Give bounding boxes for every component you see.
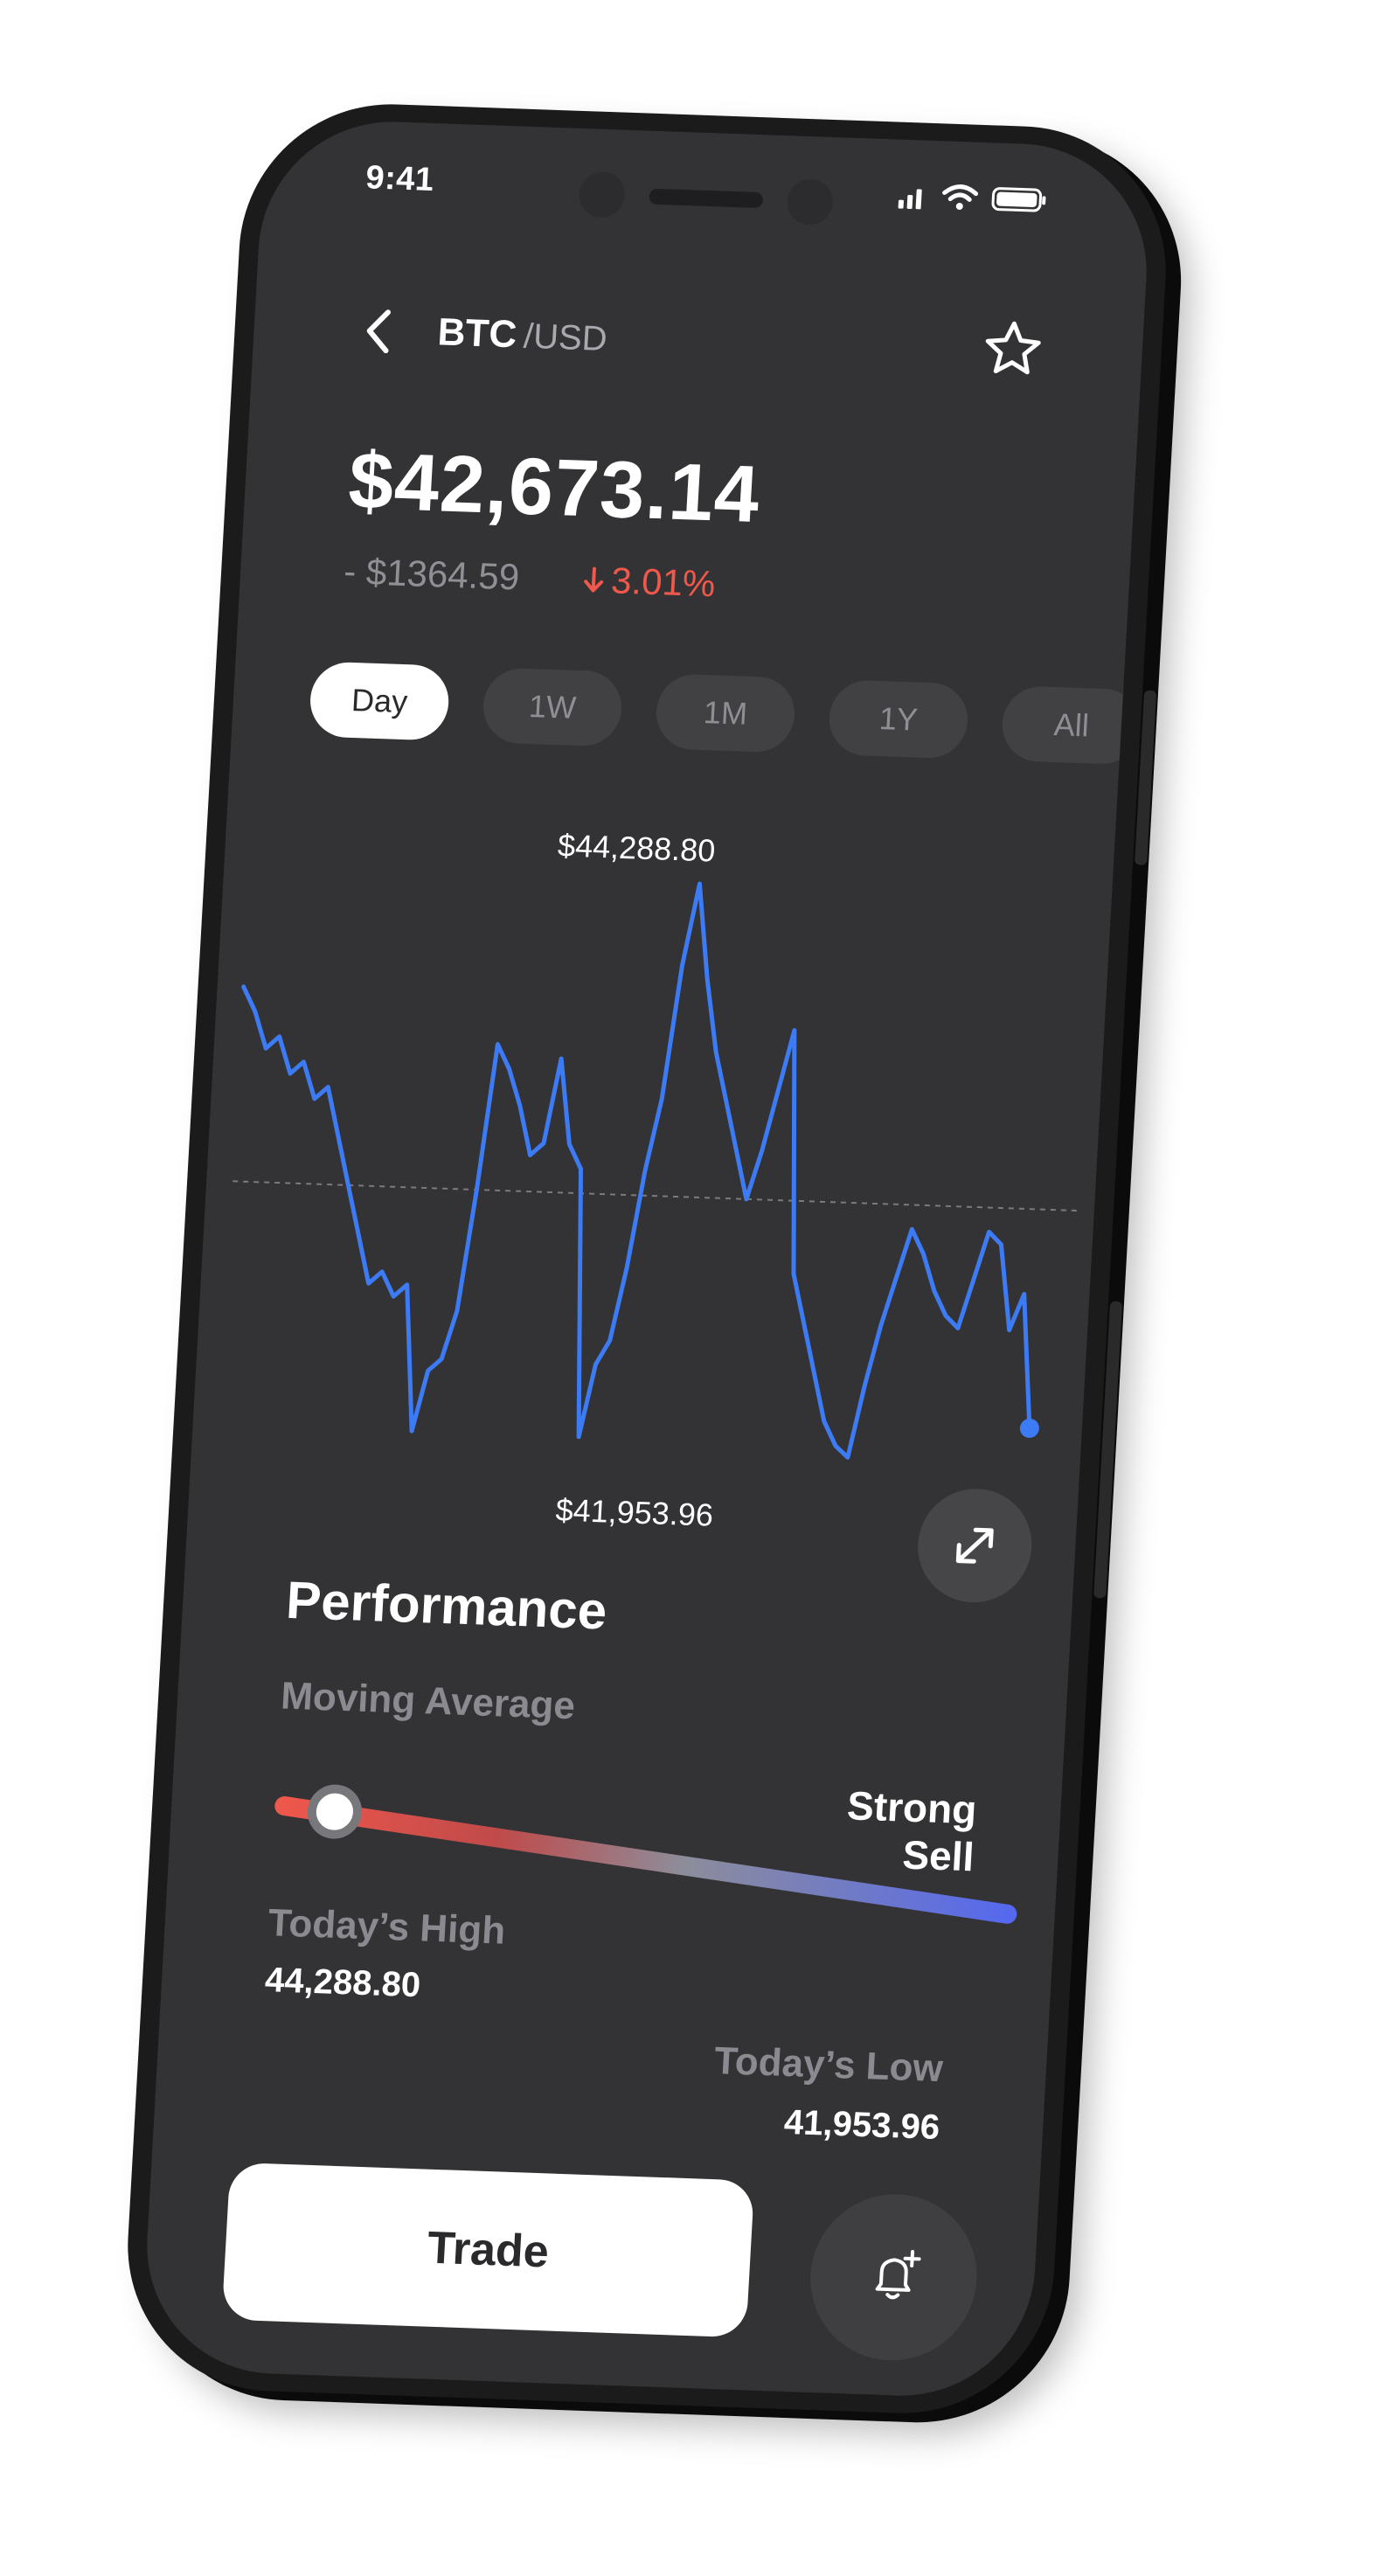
expand-chart-button[interactable]	[914, 1487, 1035, 1605]
star-icon[interactable]	[978, 316, 1048, 385]
tab-1m[interactable]: 1M	[654, 673, 797, 753]
reference-line	[232, 1180, 1077, 1212]
arrow-down-icon	[584, 566, 604, 593]
price-line	[241, 881, 1032, 1460]
trade-button[interactable]: Trade	[221, 2162, 755, 2338]
status-time: 9:41	[364, 159, 435, 198]
app-screen: 9:41 BTC/USD	[140, 117, 1154, 2400]
signal-label: Strong Sell	[845, 1782, 978, 1880]
chevron-left-icon[interactable]	[356, 304, 402, 358]
pair-quote: /USD	[522, 316, 608, 358]
signal-icon	[898, 189, 922, 210]
performance-title: Performance	[284, 1570, 609, 1641]
current-price-point	[1019, 1418, 1039, 1438]
speaker-grille	[649, 188, 764, 209]
price-chart[interactable]	[186, 781, 1117, 1580]
todays-low-label: Today’s Low	[712, 2039, 945, 2091]
battery-icon	[991, 187, 1046, 212]
price-change-percent: 3.01%	[580, 559, 717, 605]
time-range-tabs: Day 1W 1M 1Y All	[308, 661, 1143, 766]
todays-low-value: 41,953.96	[782, 2102, 941, 2148]
price-change-percent-value: 3.01%	[609, 559, 717, 605]
todays-high-value: 44,288.80	[264, 1961, 422, 2005]
current-price: $42,673.14	[346, 435, 763, 540]
pair-title: BTC/USD	[436, 310, 608, 360]
price-change-absolute: - $1364.59	[343, 550, 521, 598]
todays-high-label: Today’s High	[267, 1901, 507, 1953]
camera-notch	[494, 152, 918, 246]
tab-1w[interactable]: 1W	[481, 667, 624, 747]
sensor-dot	[786, 178, 835, 226]
status-icons	[896, 182, 1048, 215]
chart-low-label: $41,953.96	[554, 1491, 715, 1533]
tab-day[interactable]: Day	[308, 661, 451, 741]
expand-icon	[955, 1527, 994, 1564]
gauge-knob	[302, 1781, 366, 1843]
price-alert-button[interactable]	[806, 2191, 982, 2364]
side-button	[1135, 690, 1157, 865]
bell-plus-icon	[875, 2250, 921, 2300]
wifi-icon	[942, 184, 979, 211]
side-button	[1093, 1301, 1123, 1599]
tab-1y[interactable]: 1Y	[827, 679, 970, 760]
pair-base: BTC	[436, 310, 518, 357]
camera-dot	[578, 170, 627, 219]
moving-average-label: Moving Average	[280, 1674, 577, 1728]
